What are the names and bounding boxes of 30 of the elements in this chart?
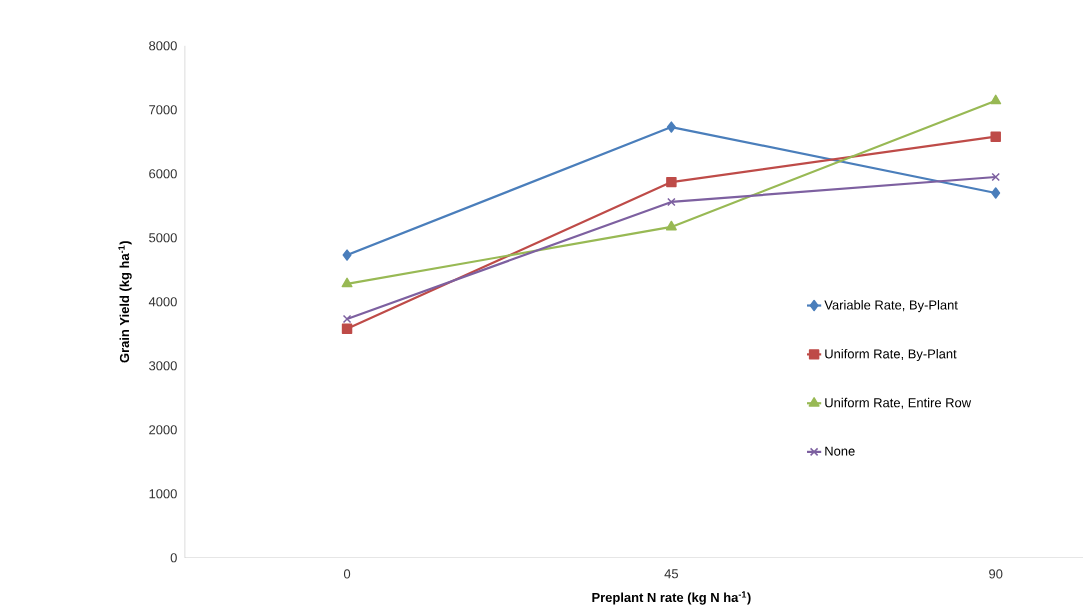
x-tick-label: 45 [664, 569, 679, 579]
y-tick-label: 8000 [149, 41, 177, 51]
y-tick-label: 2000 [149, 425, 177, 435]
y-tick-label: 1000 [149, 489, 177, 499]
point [990, 131, 1001, 142]
legend-label: None [825, 446, 855, 456]
point [991, 187, 1001, 199]
y-tick-label: 0 [170, 553, 177, 563]
y-tick-label: 5000 [149, 233, 177, 243]
y-tick-label: 4000 [148, 297, 177, 307]
legend-label: Variable Rate, By-Plant [824, 300, 958, 313]
point [665, 220, 677, 231]
point [341, 323, 353, 334]
y-tick-label: 3000 [149, 361, 177, 371]
point [666, 176, 677, 188]
x-tick-label: 0 [343, 569, 351, 579]
y-tick-label: 7000 [149, 105, 177, 115]
legend-label: Uniform Rate, By-Plant [825, 348, 957, 362]
point [991, 172, 1000, 182]
y-axis-title: Grain Yield (kg ha$^{-1}$) [118, 241, 132, 363]
point [990, 94, 1002, 105]
legend-label: Uniform Rate, Entire Row [825, 397, 972, 409]
point [342, 249, 352, 261]
point [666, 121, 676, 133]
point [667, 197, 676, 207]
x-axis-title: Preplant N rate (kg N ha$^{-1}$) [592, 591, 751, 605]
point [342, 314, 352, 324]
point [341, 277, 353, 288]
x-tick-label: 90 [989, 569, 1003, 579]
y-tick-label: 6000 [149, 169, 177, 179]
